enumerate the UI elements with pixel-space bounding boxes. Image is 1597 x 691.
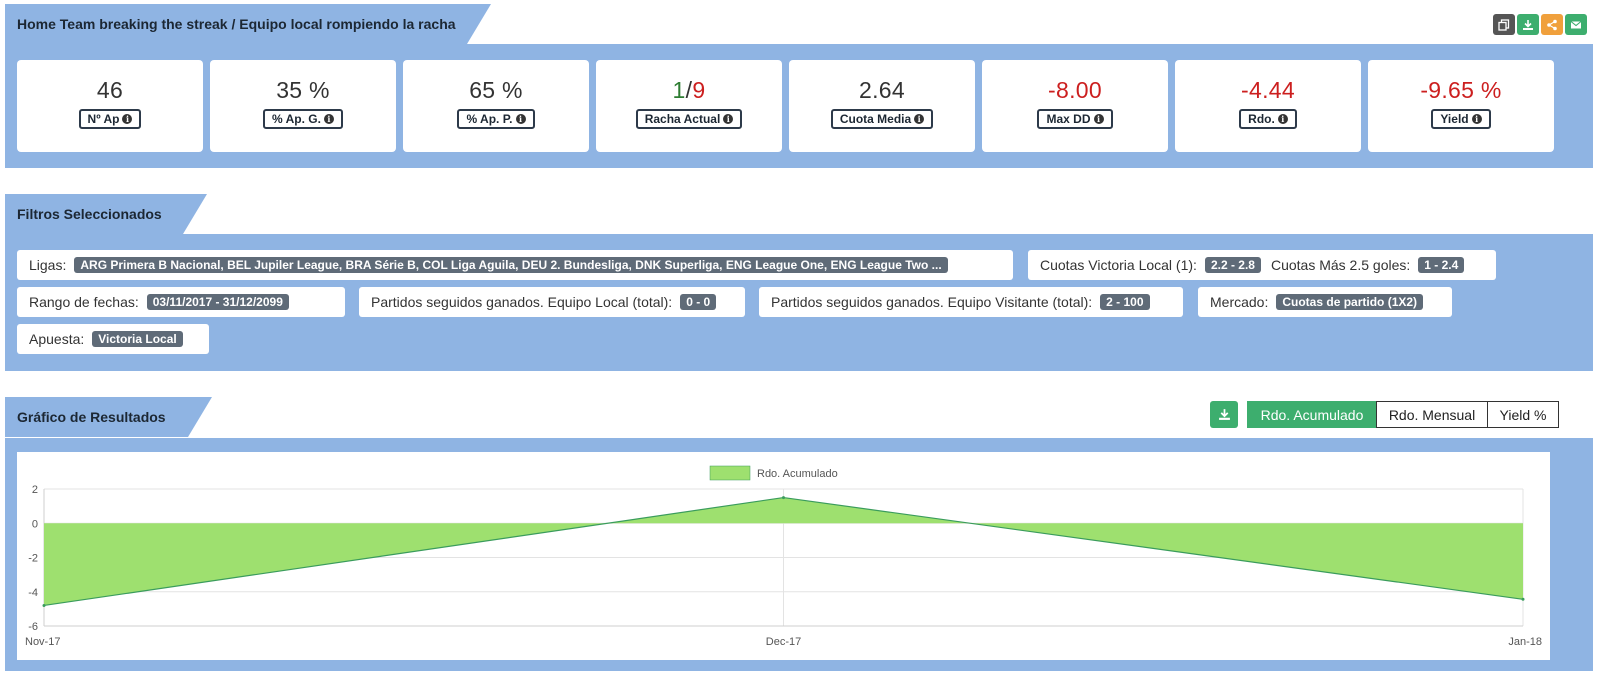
stat-label[interactable]: Rdo. i [1239,109,1297,129]
legend-label: Rdo. Acumulado [757,468,838,480]
stat-card-yield: -9.65 % Yield i [1368,60,1554,152]
legend-swatch [709,465,751,481]
filters-title-tab: Filtros Seleccionados [5,194,207,234]
stat-label[interactable]: Nº Ap i [78,109,142,129]
filter-ligas: Ligas: ARG Primera B Nacional, BEL Jupil… [17,250,1013,280]
chart-svg: 2 0 -2 -4 -6 Nov-17 Dec-17 Jan-18 Rdo. Acumulado [25,465,1542,648]
info-icon[interactable]: i [1093,114,1104,124]
filter-badge: 0 - 0 [680,294,717,310]
info-icon[interactable]: i [914,114,925,124]
filter-badge: Victoria Local [92,331,183,347]
filter-badge: 1 - 2.4 [1418,257,1465,273]
y-tick-label: 2 [32,484,38,496]
filter-badge: 03/11/2017 - 31/12/2099 [146,294,289,310]
stat-value: 65 % [469,77,523,103]
info-icon[interactable]: i [122,114,133,124]
filter-label: Apuesta: [29,331,85,347]
stat-card-racha: 1/9 Racha Actual i [596,60,782,152]
stat-value: -8.00 [1048,77,1102,103]
stat-card-maxdd: -8.00 Max DD i [982,60,1168,152]
data-point [782,496,785,500]
copy-icon[interactable] [1493,14,1515,35]
share-icon[interactable] [1541,14,1563,35]
x-tick-label: Jan-18 [1508,636,1542,648]
filter-fechas: Rango de fechas: 03/11/2017 - 31/12/2099 [17,287,345,317]
y-tick-label: -6 [28,621,38,633]
toggle-rdo-acumulado[interactable]: Rdo. Acumulado [1247,401,1377,428]
y-tick-label: -4 [28,587,38,599]
stat-label[interactable]: % Ap. G. i [263,109,343,129]
stat-label[interactable]: Yield i [1431,109,1491,129]
info-icon[interactable]: i [323,114,334,124]
results-chart: 2 0 -2 -4 -6 Nov-17 Dec-17 Jan-18 Rdo. Acumulado [17,452,1550,660]
info-icon[interactable]: i [1277,114,1288,124]
filter-label: Partidos seguidos ganados. Equipo Visita… [771,294,1093,310]
page-title-tab: Home Team breaking the streak / Equipo l… [5,4,491,44]
filter-badge: ARG Primera B Nacional, BEL Jupiler Leag… [74,257,948,273]
download-icon [1218,409,1230,420]
stats-panel: 46 Nº Ap i 35 % % Ap. G. i 65 % % Ap. P. i … [5,44,1593,168]
stat-label[interactable]: Max DD i [1037,109,1113,129]
filter-label: Partidos seguidos ganados. Equipo Local … [371,294,673,310]
y-tick-label: -2 [28,553,38,565]
filter-label: Mercado: [1210,294,1269,310]
x-tick-label: Nov-17 [25,636,60,648]
filter-ganados-local: Partidos seguidos ganados. Equipo Local … [359,287,745,317]
filter-apuesta: Apuesta: Victoria Local [17,324,209,354]
chart-mode-toggle: Rdo. Acumulado Rdo. Mensual Yield % [1247,401,1559,428]
stat-value: 46 [96,77,124,103]
filter-label: Cuotas Victoria Local (1): [1040,257,1197,273]
header-actions [1493,14,1587,35]
info-icon[interactable]: i [1471,114,1482,124]
page-title: Home Team breaking the streak / Equipo l… [17,16,456,32]
stat-card-ap: 46 Nº Ap i [17,60,203,152]
filters-title: Filtros Seleccionados [17,206,162,222]
data-point [1521,597,1525,601]
filter-label: Rango de fechas: [29,294,139,310]
toggle-yield[interactable]: Yield % [1487,401,1559,428]
stat-card-cuota: 2.64 Cuota Media i [789,60,975,152]
stat-value: 35 % [276,77,330,103]
stat-value: -4.44 [1241,77,1295,103]
filter-badge: 2 - 100 [1100,294,1150,310]
filter-badge: 2.2 - 2.8 [1204,257,1261,273]
stat-value: -9.65 % [1420,77,1502,103]
x-tick-label: Dec-17 [766,636,801,648]
results-title-tab: Gráfico de Resultados [5,397,212,437]
stat-value: 2.64 [859,77,905,103]
info-icon[interactable]: i [723,114,734,124]
chart-download-button[interactable] [1210,401,1238,428]
stat-card-rdo: -4.44 Rdo. i [1175,60,1361,152]
filter-ganados-visitante: Partidos seguidos ganados. Equipo Visita… [759,287,1183,317]
stat-label[interactable]: Racha Actual i [635,109,743,129]
filter-label: Cuotas Más 2.5 goles: [1270,257,1411,273]
y-tick-label: 0 [32,518,38,530]
data-point [42,603,46,607]
stat-value: 1/9 [672,77,706,103]
series-area [44,497,1523,606]
results-title: Gráfico de Resultados [17,409,166,425]
stat-label[interactable]: Cuota Media i [830,109,934,129]
toggle-rdo-mensual[interactable]: Rdo. Mensual [1376,401,1488,428]
filter-cuotas: Cuotas Victoria Local (1): 2.2 - 2.8 Cuo… [1028,250,1496,280]
filter-badge: Cuotas de partido (1X2) [1276,294,1424,310]
stat-card-app: 65 % % Ap. P. i [403,60,589,152]
filter-mercado: Mercado: Cuotas de partido (1X2) [1198,287,1452,317]
filter-label: Ligas: [29,257,67,273]
info-icon[interactable]: i [515,114,526,124]
stat-card-apg: 35 % % Ap. G. i [210,60,396,152]
download-icon[interactable] [1517,14,1539,35]
mail-icon[interactable] [1565,14,1587,35]
stat-label[interactable]: % Ap. P. i [457,109,535,129]
